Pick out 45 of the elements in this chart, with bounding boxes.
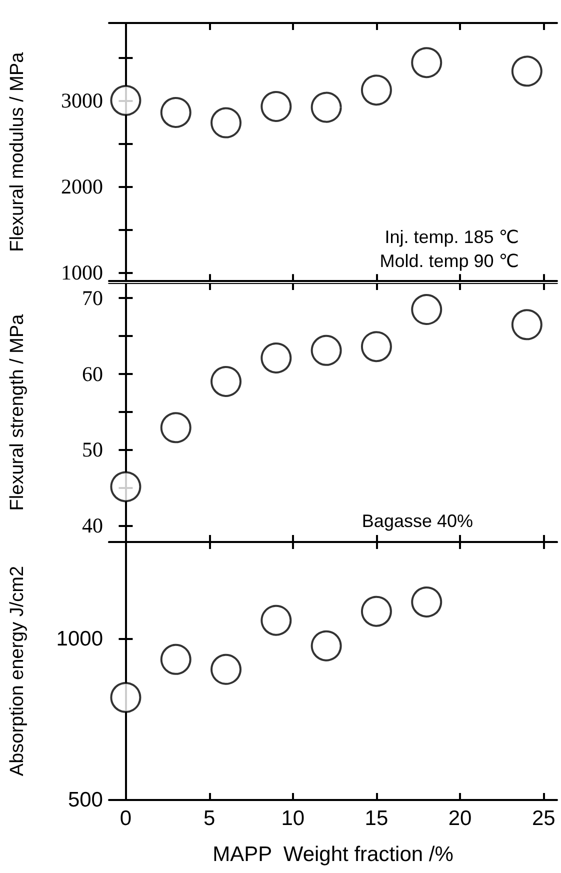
annotation: Inj. temp. 185 ℃ [384, 227, 519, 247]
point [260, 90, 292, 122]
y-tick-label: 500 [68, 788, 103, 812]
point [411, 47, 442, 78]
x-tick-label: 25 [532, 807, 556, 830]
point [160, 96, 192, 128]
point [310, 334, 342, 366]
x-tick-label: 10 [281, 807, 305, 830]
point [360, 331, 392, 362]
y-tick-label: 70 [82, 286, 103, 310]
y-tick-label: 3000 [61, 88, 103, 112]
point [110, 682, 142, 713]
point [411, 586, 442, 618]
x-tick-label: 20 [448, 807, 472, 830]
point [511, 56, 542, 87]
point [110, 471, 142, 502]
point [260, 342, 292, 374]
y-tick-label: 1000 [56, 627, 103, 650]
point [210, 366, 242, 397]
x-tick-label: 0 [120, 807, 132, 830]
x-axis-title: MAPP Weight fraction /% [212, 843, 454, 866]
point [411, 294, 442, 325]
y-tick-label: 60 [82, 362, 103, 386]
y-axis-title: Flexural modulus / MPa [7, 52, 28, 252]
x-tick-label: 5 [203, 807, 216, 830]
point [210, 107, 242, 138]
y-tick-label: 50 [82, 438, 103, 462]
annotation: Mold. temp 90 ℃ [380, 251, 520, 271]
point [360, 596, 392, 627]
point [160, 412, 192, 444]
y-axis-title: Absorption energy J/cm2 [7, 566, 28, 776]
point [110, 84, 142, 116]
point [160, 644, 192, 675]
y-tick-label: 1000 [61, 260, 103, 284]
annotation: Bagasse 40% [362, 511, 473, 531]
y-tick-label: 40 [82, 513, 103, 538]
point [260, 604, 292, 636]
y-axis-title: Flexural strength / MPa [7, 314, 28, 511]
point [210, 654, 242, 685]
point [310, 92, 342, 123]
y-tick-label: 2000 [61, 174, 103, 198]
point [310, 630, 342, 662]
point [360, 74, 392, 106]
x-tick-label: 15 [364, 807, 388, 830]
point [511, 309, 542, 340]
